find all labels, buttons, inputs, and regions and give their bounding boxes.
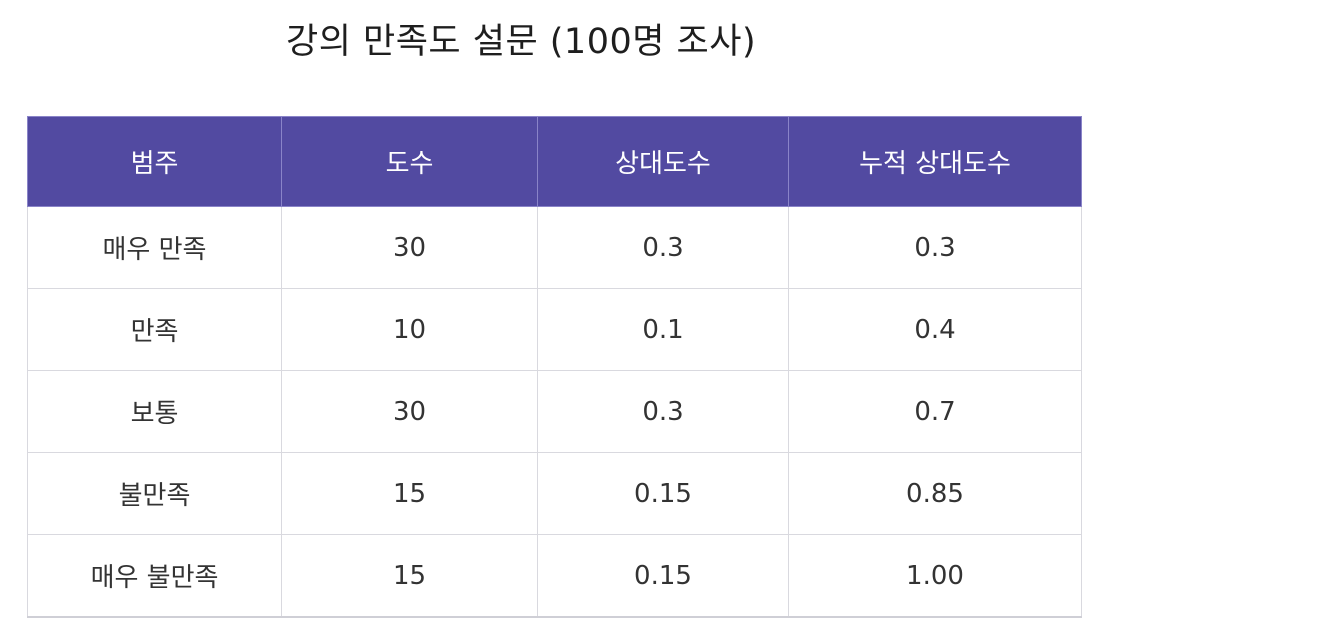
cell-relative-frequency: 0.1 — [537, 288, 789, 371]
table-row: 만족 10 0.1 0.4 — [27, 288, 1082, 371]
cell-category: 불만족 — [27, 452, 282, 535]
cell-relative-frequency: 0.3 — [537, 370, 789, 453]
cell-cumulative-relative-frequency: 1.00 — [788, 534, 1082, 618]
cell-cumulative-relative-frequency: 0.7 — [788, 370, 1082, 453]
cell-category: 매우 만족 — [27, 206, 282, 289]
table-row: 보통 30 0.3 0.7 — [27, 370, 1082, 453]
cell-category: 만족 — [27, 288, 282, 371]
header-relative-frequency: 상대도수 — [537, 116, 789, 207]
table-row: 매우 불만족 15 0.15 1.00 — [27, 534, 1082, 618]
cell-frequency: 15 — [281, 534, 538, 618]
cell-cumulative-relative-frequency: 0.3 — [788, 206, 1082, 289]
cell-cumulative-relative-frequency: 0.4 — [788, 288, 1082, 371]
cell-category: 매우 불만족 — [27, 534, 282, 618]
table-header-row: 범주 도수 상대도수 누적 상대도수 — [27, 116, 1082, 207]
cell-relative-frequency: 0.15 — [537, 534, 789, 618]
cell-relative-frequency: 0.3 — [537, 206, 789, 289]
cell-category: 보통 — [27, 370, 282, 453]
cell-cumulative-relative-frequency: 0.85 — [788, 452, 1082, 535]
header-cumulative-relative-frequency: 누적 상대도수 — [788, 116, 1082, 207]
cell-frequency: 15 — [281, 452, 538, 535]
cell-relative-frequency: 0.15 — [537, 452, 789, 535]
cell-frequency: 10 — [281, 288, 538, 371]
page-title: 강의 만족도 설문 (100명 조사) — [286, 22, 757, 62]
frequency-table: 범주 도수 상대도수 누적 상대도수 매우 만족 30 0.3 0.3 만족 1… — [27, 116, 1082, 618]
cell-frequency: 30 — [281, 206, 538, 289]
cell-frequency: 30 — [281, 370, 538, 453]
table-row: 불만족 15 0.15 0.85 — [27, 452, 1082, 535]
header-category: 범주 — [27, 116, 282, 207]
header-frequency: 도수 — [281, 116, 538, 207]
table-row: 매우 만족 30 0.3 0.3 — [27, 206, 1082, 289]
